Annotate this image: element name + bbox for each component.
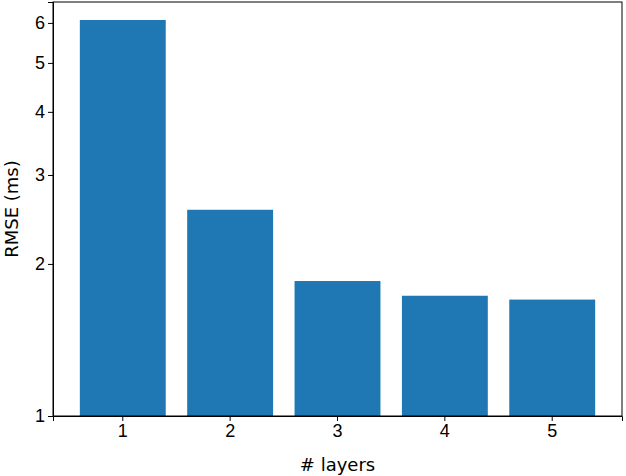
bar xyxy=(509,300,595,416)
y-tick-label: 4 xyxy=(35,102,45,122)
y-tick-label: 6 xyxy=(35,13,45,33)
x-tick: 2 xyxy=(225,416,235,441)
y-tick: 4 xyxy=(35,102,53,122)
y-axis: 1 2 3 4 5 6 xyxy=(35,3,54,427)
chart: 1 2 3 4 5 6 1 2 3 4 5 # layers RMSE (ms) xyxy=(0,0,626,476)
x-tick-label: 1 xyxy=(118,421,128,441)
x-tick: 1 xyxy=(118,416,128,441)
x-tick: 4 xyxy=(440,416,450,441)
bar xyxy=(187,210,273,416)
y-tick-mark xyxy=(48,63,53,64)
bars xyxy=(80,20,595,416)
y-tick-mark xyxy=(48,416,53,417)
y-tick-mark xyxy=(48,112,53,113)
y-tick: 5 xyxy=(35,53,53,73)
y-axis-line xyxy=(48,3,54,417)
y-tick-label: 3 xyxy=(35,165,45,185)
y-tick-mark xyxy=(48,264,53,265)
x-tick: 5 xyxy=(547,416,557,441)
plot: 1 2 3 4 5 6 1 2 3 4 5 xyxy=(35,2,623,441)
x-tick-label: 3 xyxy=(332,421,342,441)
y-tick: 3 xyxy=(35,165,53,185)
bar xyxy=(402,296,488,416)
x-tick-label: 5 xyxy=(547,421,557,441)
y-tick: 6 xyxy=(35,13,53,33)
x-axis-title: # layers xyxy=(300,454,375,475)
y-axis-title: RMSE (ms) xyxy=(1,160,22,258)
bar xyxy=(295,281,381,416)
bar xyxy=(80,20,166,416)
x-tick: 3 xyxy=(332,416,342,441)
y-tick-mark xyxy=(48,175,53,176)
y-tick-label: 1 xyxy=(35,406,45,426)
y-tick: 2 xyxy=(35,254,53,274)
x-axis: 1 2 3 4 5 xyxy=(54,416,623,441)
y-tick-label: 2 xyxy=(35,254,45,274)
x-tick-label: 2 xyxy=(225,421,235,441)
y-tick-mark xyxy=(48,23,53,24)
y-tick: 1 xyxy=(35,406,53,426)
frame xyxy=(53,2,622,416)
y-tick-label: 5 xyxy=(35,53,45,73)
x-tick-label: 4 xyxy=(440,421,450,441)
